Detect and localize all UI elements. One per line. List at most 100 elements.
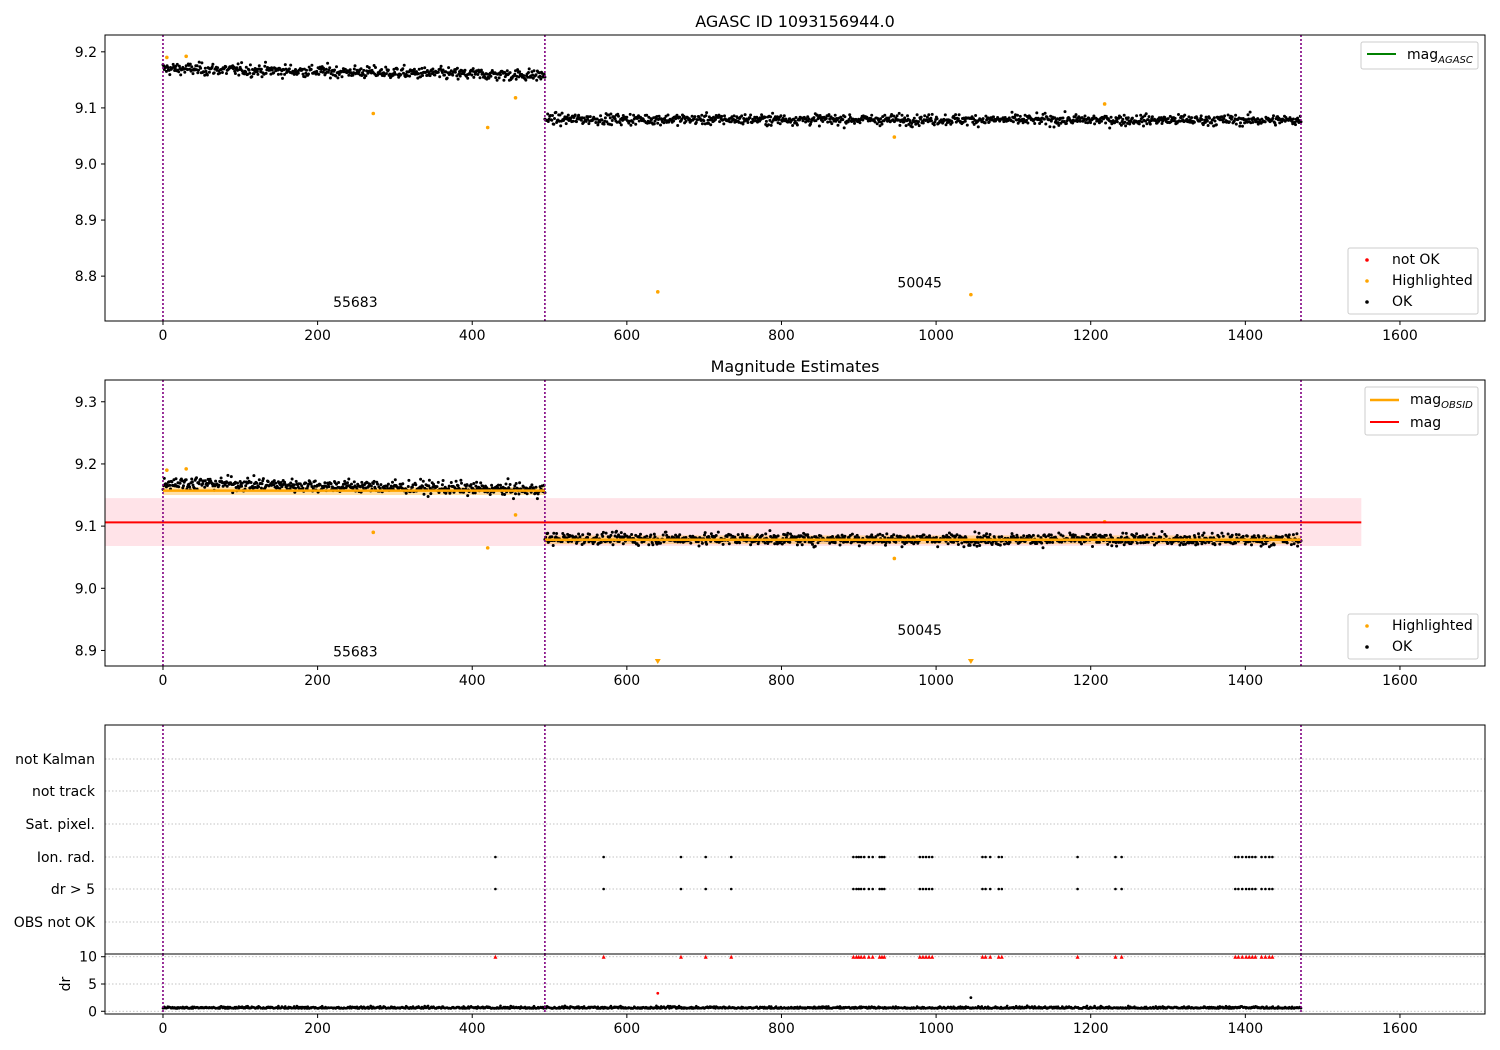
data-point-ok: [212, 71, 216, 75]
flag-point: [1240, 887, 1244, 891]
data-point-ok: [395, 67, 399, 71]
data-point-ok: [174, 477, 178, 481]
data-point-ok: [618, 121, 622, 125]
data-point-ok: [595, 533, 599, 537]
data-point-ok: [463, 68, 467, 72]
data-point-ok: [240, 61, 244, 65]
data-point-ok: [472, 482, 476, 485]
data-point-ok: [910, 125, 914, 129]
data-point-ok: [816, 541, 820, 545]
data-point-ok: [955, 533, 959, 537]
data-point-ok: [197, 68, 200, 72]
data-point-ok: [881, 534, 885, 537]
data-point-ok: [634, 122, 638, 126]
data-point-ok: [1246, 113, 1250, 117]
data-point-ok: [195, 64, 199, 68]
flag-point: [862, 855, 866, 859]
data-point-ok: [910, 122, 914, 125]
data-point-ok: [488, 493, 492, 496]
data-point-ok: [421, 479, 425, 483]
data-point-ok: [1257, 535, 1261, 539]
data-point-ok: [1220, 531, 1224, 535]
data-point-ok: [1035, 542, 1039, 545]
data-point-ok: [1164, 534, 1168, 538]
flag-point: [1250, 855, 1254, 859]
data-point-ok: [925, 115, 929, 119]
data-point-ok: [270, 68, 274, 72]
data-point-ok: [542, 72, 546, 76]
data-point-ok: [1048, 540, 1052, 544]
data-point-ok: [1226, 532, 1230, 536]
data-point-ok: [610, 530, 614, 534]
data-point-ok: [443, 73, 446, 77]
data-point-ok: [503, 493, 507, 496]
data-point-ok: [1080, 542, 1083, 546]
data-point-ok: [487, 76, 491, 80]
data-point-ok: [1206, 124, 1210, 127]
data-point-ok: [1234, 113, 1238, 117]
data-point-ok: [813, 544, 817, 548]
data-point-ok: [1064, 122, 1068, 125]
data-point-ok: [466, 76, 470, 80]
flag-point: [852, 887, 855, 891]
data-point-ok: [188, 485, 192, 489]
x-tick-label: 1200: [1073, 328, 1109, 344]
data-point-ok: [1205, 119, 1209, 123]
flag-point: [867, 855, 871, 859]
data-point-ok: [678, 533, 682, 537]
flag-point: [981, 855, 984, 859]
data-point-ok: [1087, 117, 1091, 120]
data-point-ok: [639, 532, 642, 536]
data-point-ok: [225, 484, 229, 488]
data-point-ok: [233, 72, 237, 75]
data-point-highlighted: [485, 546, 490, 550]
x-tick-label: 800: [768, 673, 795, 689]
data-point-ok: [807, 117, 811, 121]
y-tick-label: 8.8: [75, 269, 97, 285]
flag-point: [1244, 887, 1248, 891]
y-tick-label: 8.9: [75, 643, 97, 659]
data-point-ok: [874, 535, 878, 539]
data-point-ok: [764, 532, 768, 536]
flag-point: [984, 855, 987, 859]
legend-upper-1: magAGASC: [1360, 41, 1479, 70]
data-point-ok: [337, 481, 341, 484]
data-point-ok: [257, 64, 261, 68]
data-point-ok: [1223, 114, 1227, 118]
data-point-ok: [954, 113, 958, 117]
data-point-ok: [420, 66, 424, 70]
data-point-ok: [581, 533, 585, 537]
data-point-ok: [897, 118, 900, 122]
data-point-ok: [440, 71, 444, 74]
data-point-ok: [419, 477, 423, 481]
x-tick-label: 200: [304, 673, 331, 689]
data-point-ok: [1287, 533, 1291, 537]
data-point-ok: [1217, 535, 1221, 539]
data-point-ok: [878, 532, 882, 536]
data-point-ok: [1035, 111, 1039, 115]
data-point-ok: [310, 485, 314, 488]
data-point-ok: [645, 113, 649, 117]
legend-marker-not-ok: [1365, 258, 1369, 262]
data-point-ok: [599, 540, 603, 544]
panel-magnitude-estimates: Magnitude Estimates 0 200 400 600 800 1000 120…: [75, 357, 1486, 689]
data-point-ok: [1263, 120, 1267, 124]
data-point-ok: [255, 70, 259, 74]
data-point-ok: [656, 121, 660, 125]
data-point-ok: [768, 529, 772, 533]
data-point-ok: [984, 114, 988, 118]
data-point-ok: [947, 531, 951, 535]
data-point-ok: [1011, 534, 1015, 538]
data-point-ok: [900, 113, 904, 117]
data-point-ok: [303, 75, 307, 79]
data-point-ok: [986, 116, 990, 120]
data-point-ok: [1183, 113, 1187, 117]
x-tick-label: 1000: [918, 328, 954, 344]
data-point-ok: [508, 71, 512, 75]
data-point-ok: [490, 483, 494, 487]
data-point-ok: [579, 118, 583, 122]
data-point-ok: [883, 113, 887, 117]
data-point-ok: [489, 74, 493, 78]
annotation-obsid-1: 55683: [333, 645, 378, 661]
data-point-ok: [236, 481, 239, 485]
